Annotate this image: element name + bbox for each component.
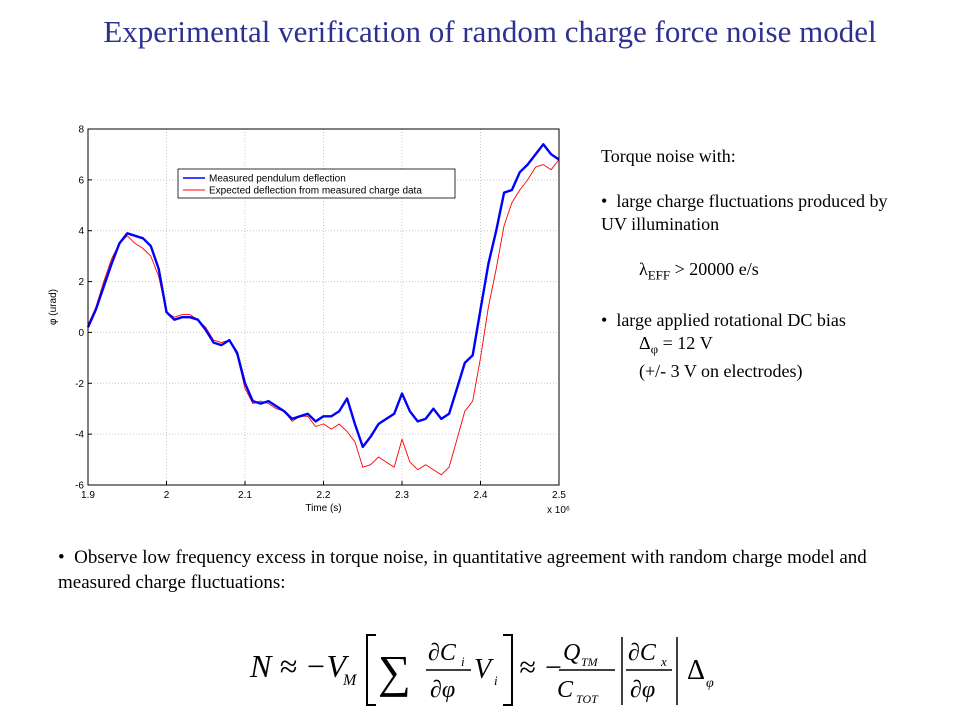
lambda-subscript: EFF — [647, 267, 671, 283]
line-chart: 1.9 2 2.1 2.2 2.3 2.4 2.5 -6 -4 -2 0 2 4 6 8 Time (s) φ … — [48, 125, 570, 517]
formula-approx: ≈ − — [519, 651, 563, 684]
bottom-text-block: • Observe low frequency excess in torque… — [58, 547, 867, 593]
bottom-text: Observe low frequency excess in torque n… — [58, 547, 867, 593]
y-tick-label: 8 — [78, 125, 84, 136]
y-tick-label: 0 — [78, 328, 84, 339]
q-denominator: C — [557, 677, 574, 703]
delta-line: Δφ = 12 V — [601, 332, 901, 361]
formula-delta: Δ — [687, 655, 705, 686]
y-axis-label: φ (urad) — [48, 289, 59, 325]
page-title: Experimental verification of random char… — [103, 14, 877, 49]
bullet-uv-illumination: • large charge fluctuations produced by … — [601, 191, 888, 234]
x-multiplier-label: x 10⁶ — [547, 505, 570, 516]
sum-numerator: ∂C — [428, 640, 457, 666]
sum-factor-sub: i — [494, 673, 498, 688]
y-tick-label: -6 — [75, 481, 84, 492]
delta-subscript: φ — [650, 341, 659, 357]
bullet-uv-text: large charge fluctuations produced by UV… — [601, 191, 888, 234]
axes-frame — [87, 128, 560, 486]
x-tick-label: 2.4 — [474, 490, 488, 501]
q-numerator: Q — [563, 640, 580, 666]
legend-label: Expected deflection from measured charge… — [209, 186, 422, 197]
cx-denominator: ∂φ — [630, 677, 655, 703]
y-tick-label: -2 — [75, 379, 84, 390]
series-line-measured — [86, 143, 560, 449]
x-tick-label: 1.9 — [81, 490, 95, 501]
electrodes-line: (+/- 3 V on electrodes) — [639, 361, 803, 382]
q-numerator-sub: TM — [581, 655, 599, 669]
x-tick-label: 2.3 — [395, 490, 409, 501]
bullet-dc-text: large applied rotational DC bias — [616, 309, 846, 330]
x-tick-label: 2.5 — [552, 490, 566, 501]
lambda-line: λEFF > 20000 e/s — [601, 258, 901, 287]
legend-label: Measured pendulum deflection — [209, 174, 346, 185]
right-bracket — [503, 634, 513, 706]
sum-symbol: ∑ — [378, 646, 411, 697]
lambda-symbol: λ — [639, 259, 648, 279]
q-denominator-sub: TOT — [576, 692, 599, 706]
bullet-dc-bias: • large applied rotational DC bias — [601, 309, 846, 330]
formula-delta-sub: φ — [706, 676, 714, 691]
side-heading: Torque noise with: — [601, 146, 736, 166]
lambda-value: > 20000 e/s — [674, 259, 759, 279]
delta-value: = 12 V — [662, 332, 713, 353]
x-axis-label: Time (s) — [305, 503, 341, 514]
torque-noise-formula: N ≈ −V M ∑ ∂C i ∂φ V i ≈ − Q TM C TOT ∂C… — [249, 634, 714, 706]
y-tick-label: -4 — [75, 430, 84, 441]
formula-lhs-sub: M — [342, 672, 358, 689]
y-tick-label: 2 — [78, 277, 84, 288]
x-tick-label: 2.1 — [238, 490, 252, 501]
sum-numerator-sub: i — [461, 654, 465, 669]
x-tick-label: 2.2 — [317, 490, 331, 501]
cx-numerator-sub: x — [660, 654, 667, 669]
sum-denominator: ∂φ — [430, 677, 455, 703]
y-tick-label: 4 — [78, 226, 84, 237]
side-panel: Torque noise with: • large charge fluctu… — [601, 145, 901, 383]
sum-factor: V — [474, 654, 494, 685]
x-tick-label: 2 — [164, 490, 170, 501]
formula-lhs: N ≈ −V — [249, 648, 350, 684]
delta-symbol: Δ — [639, 332, 651, 353]
legend-box — [177, 168, 456, 199]
y-tick-label: 6 — [78, 175, 84, 186]
cx-numerator: ∂C — [628, 640, 657, 666]
left-bracket — [366, 634, 376, 706]
